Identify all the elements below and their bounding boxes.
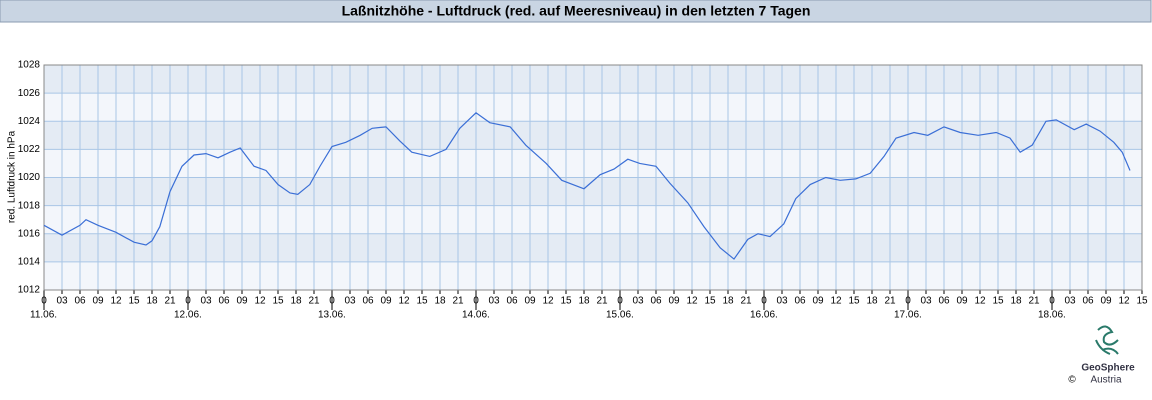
x-tick-label: 15 [272,296,284,307]
x-tick-label: 03 [920,296,932,307]
x-tick-label: 09 [668,296,680,307]
x-tick-label: 18 [578,296,590,307]
day-label: 18.06. [1038,310,1066,321]
band [44,261,1142,290]
x-tick-label: 18 [146,296,158,307]
x-tick-label: 06 [74,296,86,307]
x-tick-label: 12 [1118,296,1130,307]
x-tick-label: 18 [1010,296,1022,307]
copyright: © [1068,375,1076,386]
x-tick-label: 12 [830,296,842,307]
x-tick-label: 18 [290,296,302,307]
y-tick-label: 1024 [18,116,41,127]
x-tick-label: 18 [434,296,446,307]
logo-name: GeoSphere [1081,363,1135,374]
logo-sub: Austria [1090,375,1122,386]
x-tick-label: 03 [344,296,356,307]
y-tick-label: 1012 [18,285,41,296]
x-tick-label: 09 [236,296,248,307]
x-tick-label: 06 [218,296,230,307]
x-tick-label: 09 [956,296,968,307]
day-label: 14.06. [462,310,490,321]
x-tick-label: 15 [416,296,428,307]
x-tick-label: 15 [704,296,716,307]
x-tick-label: 06 [362,296,374,307]
x-tick-label: 12 [254,296,266,307]
line [43,112,1131,260]
y-tick-label: 1016 [18,228,41,239]
y-tick-label: 1028 [18,60,41,71]
x-tick-label: 21 [740,296,752,307]
day-label: 17.06. [894,310,922,321]
y-tick-label: 1014 [18,257,41,268]
x-tick-label: 15 [560,296,572,307]
band [44,233,1142,262]
x-tick-label: 06 [506,296,518,307]
x-tick-label: 03 [56,296,68,307]
logo-icon [1095,325,1119,355]
y-tick-label: 1018 [18,200,41,211]
title-bar [0,0,1152,23]
day-label: 13.06. [318,310,346,321]
x-tick-label: 18 [722,296,734,307]
x-tick-label: 21 [308,296,320,307]
x-tick-label: 21 [164,296,176,307]
x-tick-label: 15 [848,296,860,307]
band [44,121,1142,150]
day-label: 12.06. [174,310,202,321]
x-tick-label: 21 [884,296,896,307]
x-tick-label: 15 [1136,296,1148,307]
plot-frame [43,64,1143,291]
x-tick-label: 12 [398,296,410,307]
x-tick-label: 18 [866,296,878,307]
band [44,65,1142,94]
chart-title: Laßnitzhöhe - Luftdruck (red. auf Meeres… [342,3,811,19]
x-tick-label: 03 [1064,296,1076,307]
band [44,205,1142,234]
x-tick-label: 03 [200,296,212,307]
day-label: 16.06. [750,310,778,321]
y-tick-label: 1020 [18,172,41,183]
band [44,177,1142,206]
y-axis-label: red. Luftdruck in hPa [7,130,18,223]
x-tick-label: 21 [1028,296,1040,307]
x-tick-label: 03 [776,296,788,307]
x-tick-label: 12 [974,296,986,307]
logo: GeoSphere Austria © [1068,325,1135,386]
x-tick-label: 06 [794,296,806,307]
x-tick-label: 09 [380,296,392,307]
x-tick-label: 09 [524,296,536,307]
x-tick-label: 12 [542,296,554,307]
x-tick-label: 12 [686,296,698,307]
x-tick-label: 15 [992,296,1004,307]
x-tick-label: 21 [452,296,464,307]
x-tick-label: 06 [938,296,950,307]
x-tick-label: 15 [128,296,140,307]
x-tick-label: 09 [812,296,824,307]
band [44,149,1142,178]
x-tick-label: 09 [1100,296,1112,307]
x-tick-label: 09 [92,296,104,307]
day-label: 15.06. [606,310,634,321]
x-tick-label: 03 [632,296,644,307]
x-tick-label: 06 [650,296,662,307]
y-tick-label: 1026 [18,88,41,99]
band [44,93,1142,122]
x-tick-label: 12 [110,296,122,307]
x-tick-label: 21 [596,296,608,307]
y-tick-label: 1022 [18,144,41,155]
x-tick-label: 03 [488,296,500,307]
day-label: 11.06. [30,310,57,321]
x-tick-label: 06 [1082,296,1094,307]
